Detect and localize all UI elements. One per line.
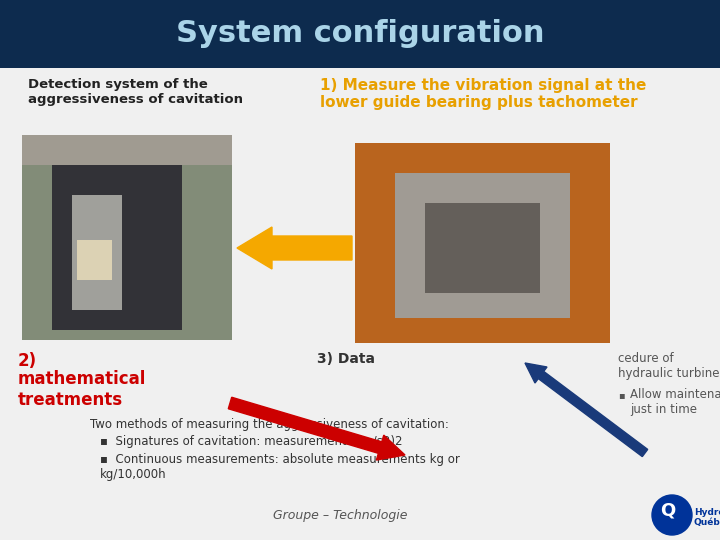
Text: System configuration: System configuration <box>176 19 544 49</box>
Text: 3) Data: 3) Data <box>317 352 375 366</box>
Text: Hydro
Québec: Hydro Québec <box>694 508 720 528</box>
FancyArrow shape <box>525 363 648 457</box>
FancyBboxPatch shape <box>0 0 720 68</box>
Circle shape <box>652 495 692 535</box>
Text: Two methods of measuring the aggressiveness of cavitation:: Two methods of measuring the aggressiven… <box>90 418 449 431</box>
Text: Q: Q <box>660 501 675 519</box>
Text: Groupe – Technologie: Groupe – Technologie <box>273 509 408 522</box>
Text: ▪  Continuous measurements: absolute measurements kg or
kg/10,000h: ▪ Continuous measurements: absolute meas… <box>100 453 460 481</box>
Text: Detection system of the
aggressiveness of cavitation: Detection system of the aggressiveness o… <box>28 78 243 106</box>
Text: 2): 2) <box>18 352 37 370</box>
Text: cedure of
hydraulic turbines: cedure of hydraulic turbines <box>618 352 720 380</box>
Text: Allow maintenance
just in time: Allow maintenance just in time <box>630 388 720 416</box>
Text: 1) Measure the vibration signal at the
lower guide bearing plus tachometer: 1) Measure the vibration signal at the l… <box>320 78 647 110</box>
Text: ▪: ▪ <box>618 390 625 400</box>
Text: ▪  Signatures of cavitation: measurements (m/s2)2: ▪ Signatures of cavitation: measurements… <box>100 435 402 448</box>
FancyArrow shape <box>237 227 352 269</box>
FancyArrow shape <box>228 397 405 460</box>
Text: mathematical
treatments: mathematical treatments <box>18 370 146 409</box>
